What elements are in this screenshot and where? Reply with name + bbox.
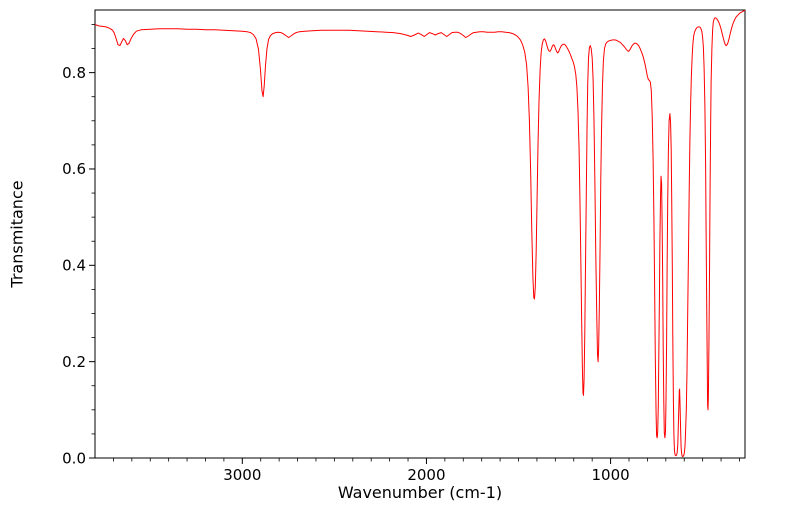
x-tick-label: 1000 — [591, 466, 629, 484]
plot-frame — [94, 9, 746, 459]
y-tick-label: 0.8 — [62, 64, 86, 82]
y-tick-label: 0.0 — [62, 449, 86, 467]
y-tick-label: 0.2 — [62, 353, 86, 371]
y-tick-label: 0.4 — [62, 257, 86, 275]
spectrum-line — [94, 10, 746, 458]
x-tick-label: 2000 — [407, 466, 445, 484]
y-axis-label: Transmitance — [7, 180, 27, 288]
x-axis-label: Wavenumber (cm-1) — [337, 483, 503, 502]
x-tick-label: 3000 — [223, 466, 261, 484]
y-tick-label: 0.6 — [62, 160, 86, 178]
